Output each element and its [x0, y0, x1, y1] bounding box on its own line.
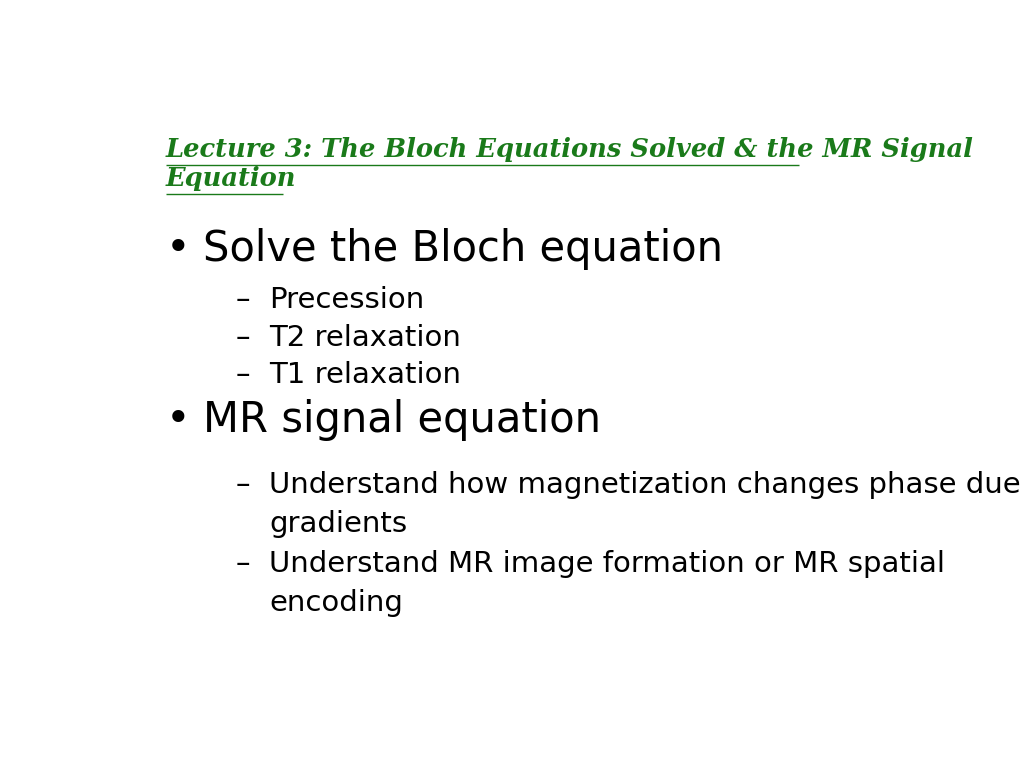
- Text: Equation: Equation: [166, 166, 297, 191]
- Text: Solve the Bloch equation: Solve the Bloch equation: [204, 228, 723, 270]
- Text: –: –: [236, 361, 250, 389]
- Text: MR signal equation: MR signal equation: [204, 399, 601, 442]
- Text: T2 relaxation: T2 relaxation: [269, 323, 461, 352]
- Text: •: •: [166, 228, 190, 270]
- Text: •: •: [166, 399, 190, 442]
- Text: Lecture 3: The Bloch Equations Solved & the MR Signal: Lecture 3: The Bloch Equations Solved & …: [166, 137, 974, 161]
- Text: Precession: Precession: [269, 286, 425, 314]
- Text: –: –: [236, 551, 250, 578]
- Text: Understand how magnetization changes phase due to
gradients: Understand how magnetization changes pha…: [269, 471, 1024, 538]
- Text: –: –: [236, 471, 250, 498]
- Text: T1 relaxation: T1 relaxation: [269, 361, 461, 389]
- Text: –: –: [236, 286, 250, 314]
- Text: –: –: [236, 323, 250, 352]
- Text: Understand MR image formation or MR spatial
encoding: Understand MR image formation or MR spat…: [269, 551, 945, 617]
